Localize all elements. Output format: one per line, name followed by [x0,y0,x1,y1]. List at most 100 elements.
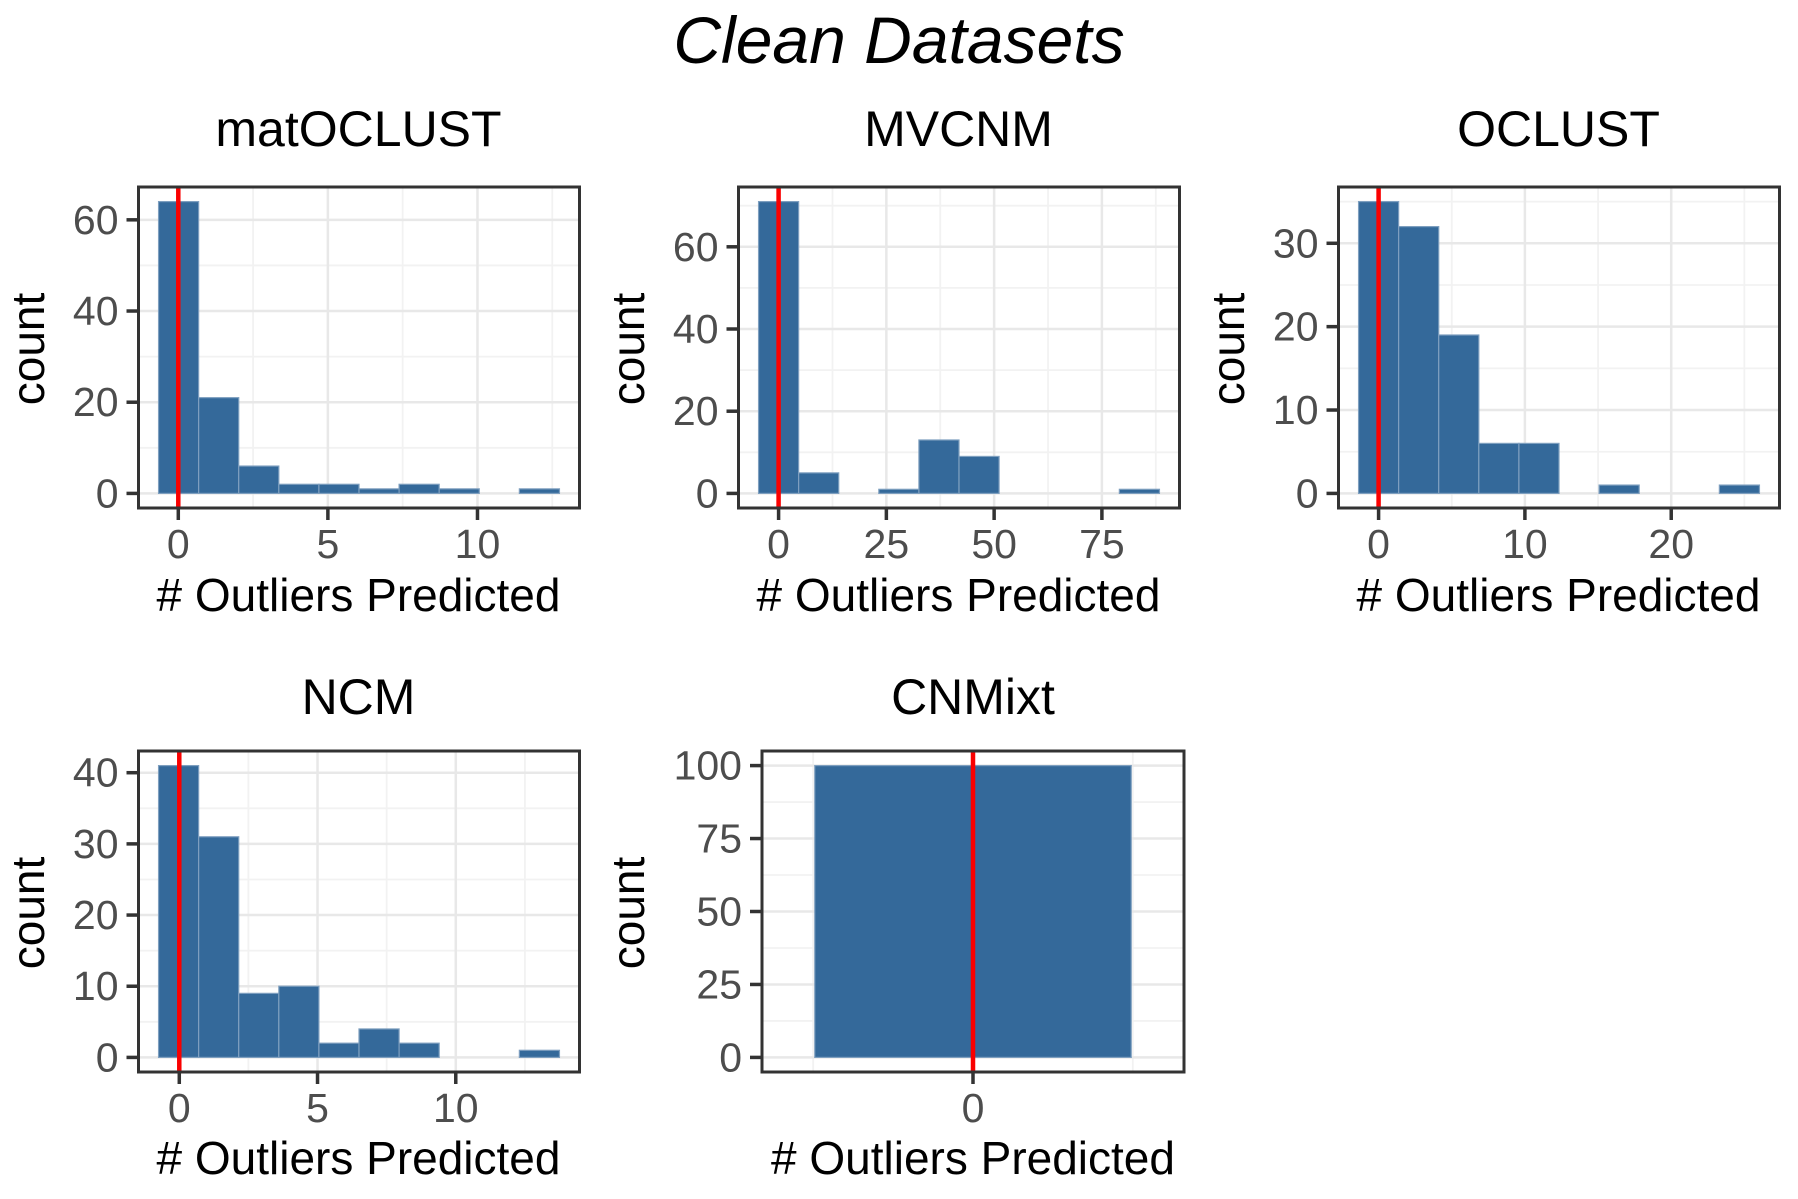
axis-ticks [126,218,480,520]
y-tick-label: 40 [73,750,119,796]
axis-ticks [750,763,975,1084]
panel-title: NCM [301,669,416,725]
x-tick-label: 10 [433,1085,479,1131]
tick-labels: 0 10 20 30 0 10 20 [1273,220,1694,567]
y-tick-label: 30 [1273,220,1319,266]
axis-ticks [726,245,1104,520]
panel-title: OCLUST [1457,101,1660,157]
y-tick-label: 60 [73,197,119,243]
y-tick-label: 0 [96,470,119,516]
histogram-svg: 0 20 40 60 0 25 50 75 [673,185,1181,567]
x-tick-label: 0 [767,521,790,567]
x-tick-label: 10 [1502,521,1548,567]
histogram-bar [878,488,920,495]
histogram-bar [1438,334,1480,495]
histogram-bar [198,836,240,1059]
y-tick-label: 40 [73,288,119,334]
x-tick-label: 75 [1079,521,1125,567]
y-tick-label: 25 [696,961,742,1007]
histogram-bar [238,992,280,1059]
panel-title: MVCNM [864,101,1053,157]
histogram-panel-matoclust: 0 20 40 60 0 5 10 matOCLUST count # Outliers P… [0,90,600,618]
panel-title: CNMixt [891,669,1055,725]
histogram-bar [438,488,480,495]
histogram-bar [918,439,960,495]
y-tick-label: 100 [674,743,742,789]
panel-border [1337,185,1781,510]
histogram-bar [318,483,360,495]
histogram-svg: 0 20 40 60 0 5 10 [73,185,581,567]
histogram-svg: 0 10 20 30 40 0 5 10 [73,749,581,1131]
y-tick-label: 50 [696,889,742,935]
histogram-bar [238,465,280,495]
histogram-bars [157,764,561,1059]
panel-title: matOCLUST [215,101,502,157]
x-axis-title: # Outliers Predicted [771,1132,1175,1184]
y-axis-title: count [2,856,54,970]
figure-title: Clean Datasets [673,3,1125,77]
y-tick-label: 20 [73,379,119,425]
y-tick-label: 40 [673,306,719,352]
panel-border [137,185,581,510]
y-axis-title: count [602,292,654,406]
histogram-bar [318,1042,360,1059]
y-axis-title: count [1202,292,1254,406]
y-tick-label: 60 [673,224,719,270]
x-tick-label: 0 [1367,521,1390,567]
histogram-bar [198,397,240,495]
x-tick-label: 5 [316,521,339,567]
y-tick-label: 20 [1273,304,1319,350]
histogram-bar [398,483,440,495]
x-tick-label: 0 [167,521,190,567]
tick-labels: 0 10 20 30 40 0 5 10 [73,750,479,1131]
y-tick-label: 0 [96,1034,119,1080]
x-tick-label: 25 [864,521,910,567]
y-tick-label: 30 [73,821,119,867]
tick-labels: 0 25 50 75 100 0 [674,743,985,1131]
panel-border [137,749,581,1074]
y-tick-label: 10 [1273,387,1319,433]
histogram-bar [518,1049,561,1059]
x-axis-title: # Outliers Predicted [156,569,561,621]
x-tick-label: 0 [168,1085,191,1131]
panel-border [737,185,1181,510]
x-axis-title: # Outliers Predicted [156,1132,561,1184]
histogram-bar [278,483,320,495]
y-tick-label: 75 [696,816,742,862]
x-tick-label: 10 [455,521,501,567]
histogram-bar [1598,484,1640,495]
x-tick-label: 50 [971,521,1017,567]
x-axis-title: # Outliers Predicted [756,569,1161,621]
y-tick-label: 20 [73,892,119,938]
histogram-svg: 0 10 20 30 0 10 20 [1273,185,1781,567]
x-tick-label: 5 [306,1085,329,1131]
y-tick-label: 20 [673,388,719,434]
tick-labels: 0 20 40 60 0 25 50 75 [673,224,1125,567]
histogram-panel-oclust: 0 10 20 30 0 10 20 OCLUST count # Outliers Pre… [1200,90,1798,618]
y-tick-label: 0 [1296,470,1319,516]
histogram-bar [518,488,561,495]
y-tick-label: 10 [73,963,119,1009]
histogram-bar [1478,442,1520,495]
histogram-svg: 0 25 50 75 100 0 [674,743,1186,1131]
x-tick-label: 0 [962,1085,985,1131]
histogram-bar [358,488,400,495]
histogram-panel-mvcnm: 0 20 40 60 0 25 50 75 MVCNM count # Outliers Pr… [600,90,1200,618]
histogram-bar [398,1042,440,1059]
x-tick-label: 20 [1648,521,1694,567]
axis-ticks [1326,241,1673,520]
y-axis-title: count [2,292,54,406]
x-axis-title: # Outliers Predicted [1356,569,1761,621]
histogram-panel-ncm: 0 10 20 30 40 0 5 10 NCM count # Outliers Predi… [0,560,600,1199]
histogram-bar [1398,226,1440,495]
histogram-bar [958,455,1000,495]
y-tick-label: 0 [696,470,719,516]
histogram-bar [358,1028,400,1059]
histogram-bar [798,472,840,495]
histogram-bar [1718,484,1761,495]
histogram-bar [1518,442,1560,495]
y-tick-label: 0 [719,1034,742,1080]
axis-ticks [126,770,458,1084]
histogram-panel-cnmixt: 0 25 50 75 100 0 CNMixt count # Outliers Pred… [600,560,1200,1199]
